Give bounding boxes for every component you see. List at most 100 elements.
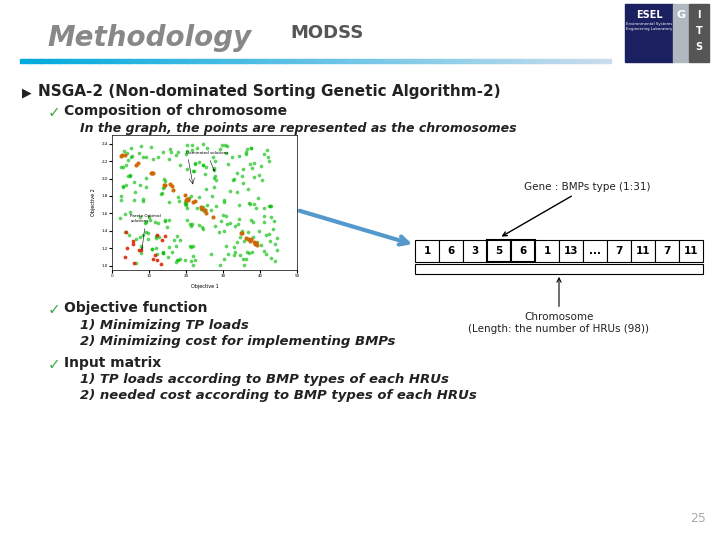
Bar bbox=[138, 59, 149, 63]
Bar bbox=[590, 59, 601, 63]
Point bbox=[144, 215, 156, 224]
Point bbox=[197, 161, 209, 170]
Point bbox=[251, 238, 263, 246]
Point bbox=[218, 198, 230, 207]
Point bbox=[181, 165, 193, 173]
Point bbox=[246, 247, 258, 256]
Point bbox=[181, 204, 193, 213]
Point bbox=[196, 203, 207, 212]
Point bbox=[230, 248, 241, 257]
Point bbox=[134, 233, 145, 241]
Point bbox=[187, 252, 199, 260]
Point bbox=[146, 245, 158, 253]
Text: 1: 1 bbox=[544, 246, 551, 256]
Point bbox=[120, 160, 132, 169]
Point bbox=[243, 199, 254, 207]
Point bbox=[263, 202, 274, 211]
Text: S: S bbox=[696, 42, 703, 52]
Point bbox=[258, 150, 270, 158]
Point bbox=[199, 206, 210, 215]
Point bbox=[250, 239, 261, 247]
Point bbox=[208, 183, 220, 191]
Text: Pareto Optimal
solutions: Pareto Optimal solutions bbox=[130, 214, 161, 249]
Bar bbox=[541, 59, 552, 63]
Point bbox=[148, 169, 159, 178]
Point bbox=[158, 147, 169, 156]
Point bbox=[248, 173, 260, 181]
Bar bbox=[335, 59, 346, 63]
Point bbox=[181, 215, 193, 224]
Point bbox=[256, 176, 268, 185]
Point bbox=[171, 232, 183, 240]
Text: ✓: ✓ bbox=[48, 302, 60, 317]
Text: 7: 7 bbox=[616, 246, 623, 256]
Point bbox=[140, 183, 152, 191]
Point bbox=[181, 147, 192, 156]
Text: T: T bbox=[696, 26, 703, 36]
Point bbox=[192, 144, 203, 153]
Point bbox=[225, 187, 236, 195]
Point bbox=[179, 191, 191, 199]
Point bbox=[114, 163, 126, 172]
Point bbox=[229, 221, 240, 230]
Point bbox=[139, 218, 150, 227]
Point bbox=[115, 192, 127, 200]
Point bbox=[126, 152, 138, 161]
Point bbox=[155, 260, 166, 268]
Point bbox=[220, 140, 231, 149]
Point bbox=[197, 222, 208, 231]
Point bbox=[207, 213, 219, 222]
Bar bbox=[256, 59, 267, 63]
Point bbox=[253, 227, 265, 235]
Bar bbox=[59, 59, 70, 63]
Point bbox=[157, 184, 168, 192]
Bar bbox=[511, 240, 535, 262]
Text: 1) Minimizing TP loads: 1) Minimizing TP loads bbox=[80, 319, 248, 332]
Bar bbox=[453, 59, 464, 63]
Point bbox=[221, 220, 233, 228]
Point bbox=[244, 200, 256, 208]
Point bbox=[201, 200, 212, 209]
Point bbox=[258, 247, 269, 255]
Bar bbox=[502, 59, 513, 63]
Point bbox=[125, 144, 137, 153]
Point bbox=[140, 217, 152, 226]
Point bbox=[227, 153, 238, 161]
Point bbox=[140, 174, 151, 183]
Point bbox=[194, 158, 205, 166]
Bar bbox=[128, 59, 139, 63]
Point bbox=[233, 152, 245, 160]
Point bbox=[135, 242, 146, 251]
Point bbox=[207, 153, 219, 161]
Point bbox=[185, 256, 197, 265]
Point bbox=[159, 180, 171, 189]
Text: G: G bbox=[676, 10, 685, 20]
Bar bbox=[394, 59, 405, 63]
Bar bbox=[109, 59, 120, 63]
Point bbox=[241, 247, 253, 256]
Point bbox=[163, 198, 175, 206]
Text: Objective function: Objective function bbox=[64, 301, 207, 315]
Point bbox=[245, 234, 256, 243]
Point bbox=[163, 215, 174, 224]
Bar bbox=[583, 240, 607, 262]
Point bbox=[240, 255, 252, 264]
Point bbox=[193, 220, 204, 229]
Bar bbox=[472, 59, 483, 63]
Point bbox=[256, 161, 267, 170]
Point bbox=[228, 250, 240, 259]
Point bbox=[187, 167, 199, 176]
Point bbox=[249, 240, 261, 248]
Text: ✓: ✓ bbox=[48, 105, 60, 120]
Point bbox=[236, 172, 248, 181]
Bar bbox=[679, 240, 703, 262]
Point bbox=[166, 181, 178, 190]
Point bbox=[215, 261, 226, 269]
Point bbox=[210, 156, 221, 165]
Text: 13: 13 bbox=[564, 246, 578, 256]
Point bbox=[187, 198, 199, 206]
Point bbox=[158, 183, 169, 191]
Point bbox=[137, 231, 148, 239]
Point bbox=[130, 188, 141, 197]
Point bbox=[171, 255, 183, 264]
